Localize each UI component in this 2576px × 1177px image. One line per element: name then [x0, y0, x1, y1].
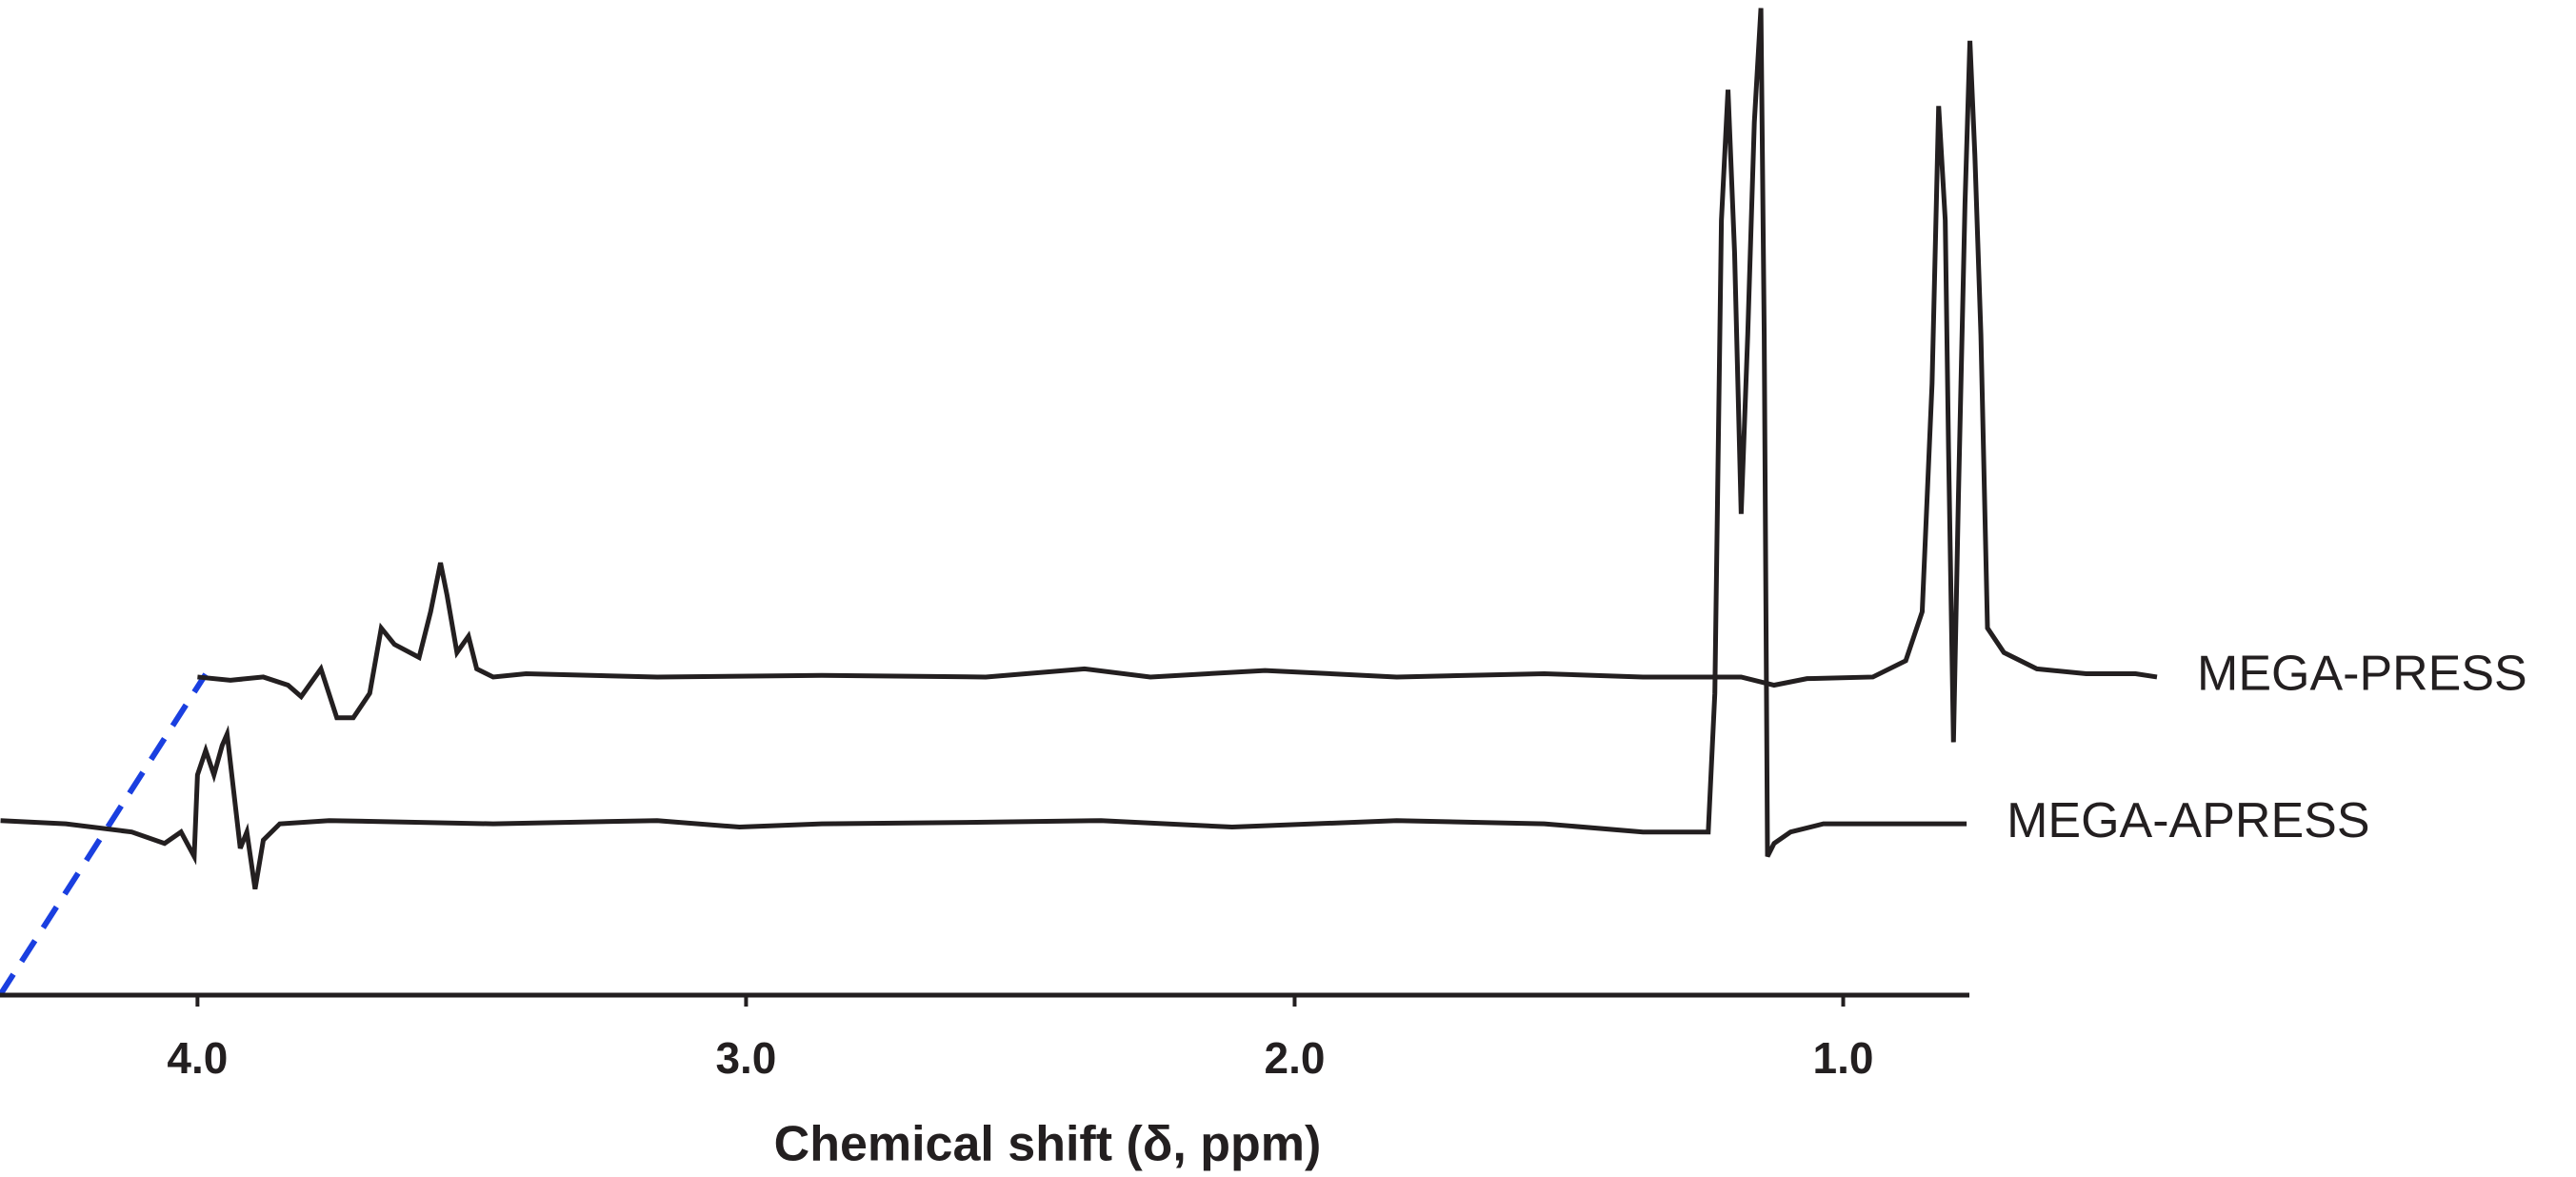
x-tick-label: 4.0	[167, 1033, 228, 1083]
series-label: MEGA-PRESS	[2197, 647, 2527, 702]
x-tick-label: 1.0	[1813, 1033, 1874, 1083]
series-label: MEGA-APRESS	[2007, 793, 2369, 848]
x-tick-label: 2.0	[1264, 1033, 1325, 1083]
x-axis-title: Chemical shift (δ, ppm)	[774, 1117, 1322, 1172]
x-tick-label: 3.0	[715, 1033, 776, 1083]
annotation-line	[0, 672, 209, 997]
spectrum-line	[197, 40, 2158, 743]
spectrum-line	[0, 8, 1967, 890]
